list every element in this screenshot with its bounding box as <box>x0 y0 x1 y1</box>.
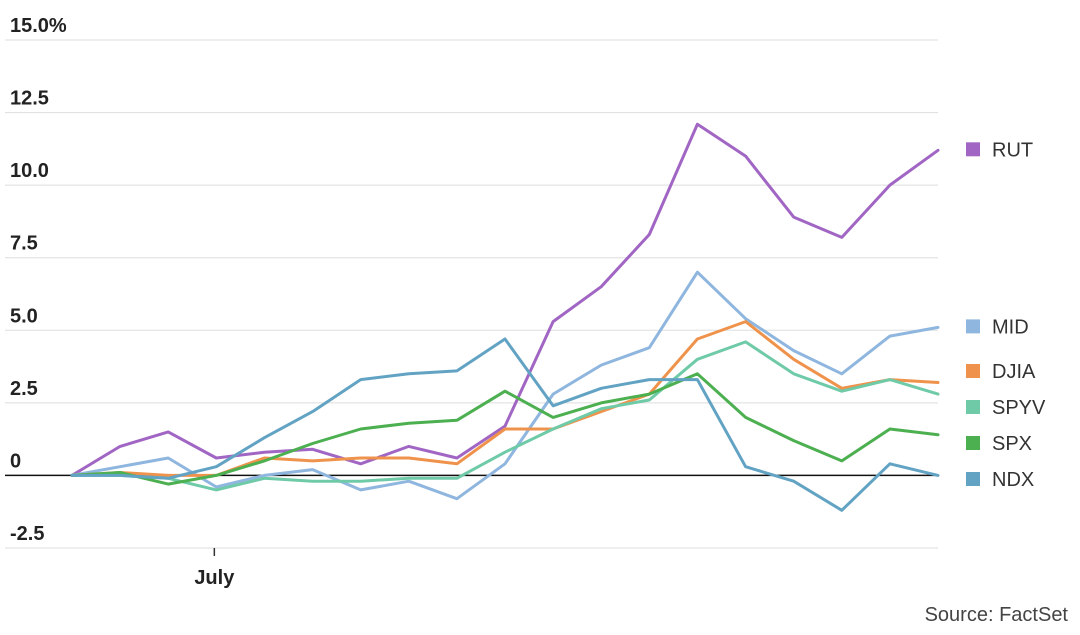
series-line-rut <box>70 122 940 477</box>
legend-label-mid: MID <box>992 316 1029 338</box>
x-tick-label: July <box>194 567 235 589</box>
legend-label-djia: DJIA <box>992 361 1036 383</box>
y-tick-label: -2.5 <box>10 523 44 545</box>
legend-label-ndx: NDX <box>992 469 1034 491</box>
legend-label-spx: SPX <box>992 433 1032 455</box>
series-line-spx <box>70 372 940 486</box>
legend-swatch-djia <box>966 364 980 378</box>
legend-swatch-rut <box>966 142 980 157</box>
y-tick-label: 15.0% <box>10 15 67 37</box>
legend-label-rut: RUT <box>992 139 1033 161</box>
y-tick-label: 2.5 <box>10 378 38 400</box>
y-tick-label: 0 <box>10 450 21 472</box>
source-note: Source: FactSet <box>924 604 1068 626</box>
series-lines <box>70 122 940 512</box>
y-axis-ticks: 15.0% 12.5 10.0 7.5 5.0 2.5 0 -2.5 <box>10 15 67 545</box>
y-tick-label: 10.0 <box>10 160 49 182</box>
series-line-mid <box>70 270 940 501</box>
x-axis: July <box>5 474 938 589</box>
legend-swatch-mid <box>966 319 980 334</box>
series-line-ndx <box>70 337 940 512</box>
legend: RUT MID DJIA SPYV SPX NDX <box>966 139 1046 491</box>
series-line-spyv <box>70 340 940 492</box>
legend-swatch-ndx <box>966 472 980 486</box>
y-tick-label: 12.5 <box>10 88 49 110</box>
y-tick-label: 7.5 <box>10 233 38 255</box>
legend-label-spyv: SPYV <box>992 397 1046 419</box>
legend-swatch-spyv <box>966 400 980 414</box>
y-tick-label: 5.0 <box>10 305 38 327</box>
legend-swatch-spx <box>966 436 980 450</box>
